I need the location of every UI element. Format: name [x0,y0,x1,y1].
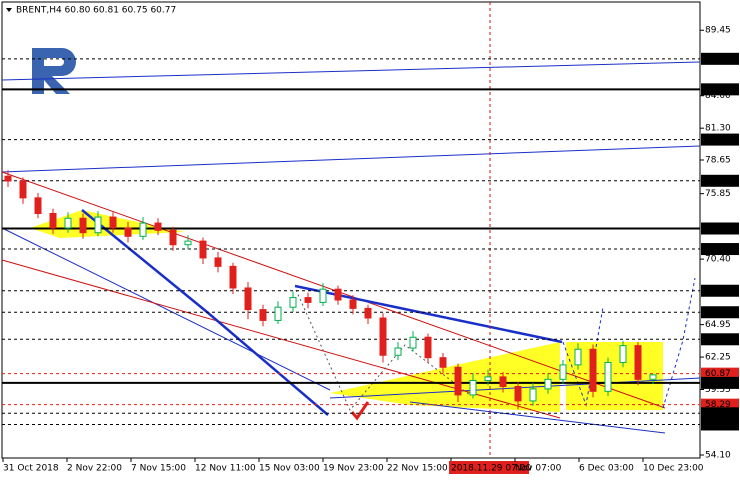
x-tick-label: 31 Oct 2018 [3,464,59,474]
y-tick-label: 84.00 [705,91,731,101]
level-label: 63.73 [705,335,731,345]
candle-body [574,348,582,366]
candle-body [259,309,267,321]
candle-body [589,348,597,392]
level-label: 80.35 [705,135,731,145]
level-label: 58.29 [705,400,731,410]
level-label: 57.57 [705,409,731,419]
candle-body [319,288,327,303]
y-tick-label: 70.40 [705,255,731,265]
x-tick-label: 6 Dec 03:00 [579,464,634,474]
level-label-box [701,333,739,346]
y-tick-label: 64.95 [705,320,731,330]
y-tick-label: 89.45 [705,26,731,36]
x-tick-label: 12 Nov 11:00 [195,464,256,474]
chart-layer: 89.45 84.00 81.30 78.65 75.85 70.40 64.95 62.25… [2,26,739,474]
y-tick-label: 62.25 [705,353,731,363]
level-label: 67.77 [705,286,731,296]
candle-body [409,336,417,349]
candle-body [499,376,507,388]
candle-body [619,345,627,363]
level-label-box [701,133,739,146]
level-label: 56.64 [705,420,731,430]
level-label-box [701,52,739,65]
y-tick-label: 59.55 [705,385,731,395]
x-tick-label: 2018.11.29 07:00 [451,464,532,474]
level-label-box [701,222,739,235]
candle-body [334,288,342,301]
level-label-box [701,407,739,420]
candle-body [649,374,657,380]
level-label: 65.98 [705,308,731,318]
x-tick-label: 15 Nov 03:00 [259,464,320,474]
candle-body [34,197,42,214]
level-label-box [701,306,739,319]
candle-body [109,216,117,229]
y-tick-label: 81.30 [705,124,731,134]
x-tick-label: 2 Nov 22:00 [67,464,122,474]
candle-body [124,227,132,237]
candle-body [544,378,552,390]
x-tick-label: 22 Nov 15:00 [387,464,448,474]
level-label: 60.87 [705,369,731,379]
candle-body [514,386,522,402]
candle-body [244,287,252,311]
candle-body [394,347,402,356]
candle-body [4,175,12,182]
level-label-box [701,367,739,380]
candle-body [169,229,177,246]
plot-frame [1,1,701,459]
menu-arrow [6,8,12,12]
candle-body [604,361,612,392]
candle-body [139,222,147,237]
candle-body [364,307,372,319]
candle-body [379,317,387,356]
candle-body [304,297,312,303]
candle-body [289,297,297,308]
x-tick-label: 10 Dec 23:00 [643,464,704,474]
level-label: 87.07 [705,54,731,64]
candle-body [49,212,57,229]
y-tick-label: 78.65 [705,156,731,166]
level-label: 60.10 [705,378,731,388]
candle-body [229,265,237,289]
level-label: 72.95 [705,224,731,234]
candle-body [184,240,192,246]
candle-body [349,299,357,309]
chart-title: BRENT,H4 60.80 60.81 60.75 60.77 [16,6,176,16]
y-tick-label: 75.85 [705,189,731,199]
logo [32,48,76,94]
candle-body [424,336,432,359]
level-label-box [701,418,739,431]
level-label-box [701,174,739,187]
candle-body [154,222,162,231]
x-label-highlight [449,461,529,474]
level-label-box [701,243,739,256]
level-label-box [701,284,739,297]
candle-body [79,217,87,234]
level-label: 76.92 [705,176,731,186]
candle-body [634,345,642,380]
candle-body [274,306,282,321]
x-tick-label: 19 Nov 23:00 [323,464,384,474]
level-label-box [701,83,739,96]
candle-body [214,257,222,267]
x-tick-label: 7 Nov 15:00 [131,464,186,474]
x-tick-label: Nov 07:00 [515,464,562,474]
candle-body [529,388,537,402]
candle-body [469,379,477,396]
candle-body [484,376,492,381]
candle-body [64,217,72,229]
candle-body [559,364,567,380]
level-label-box [701,376,739,389]
level-label: 71.24 [705,245,731,255]
candle-body [454,366,462,396]
level-label: 84.53 [705,85,731,95]
y-tick-label: 54.10 [705,450,731,460]
candle-body [94,216,102,234]
candle-body [439,357,447,368]
candle-body [19,180,27,199]
candle-body [199,240,207,259]
